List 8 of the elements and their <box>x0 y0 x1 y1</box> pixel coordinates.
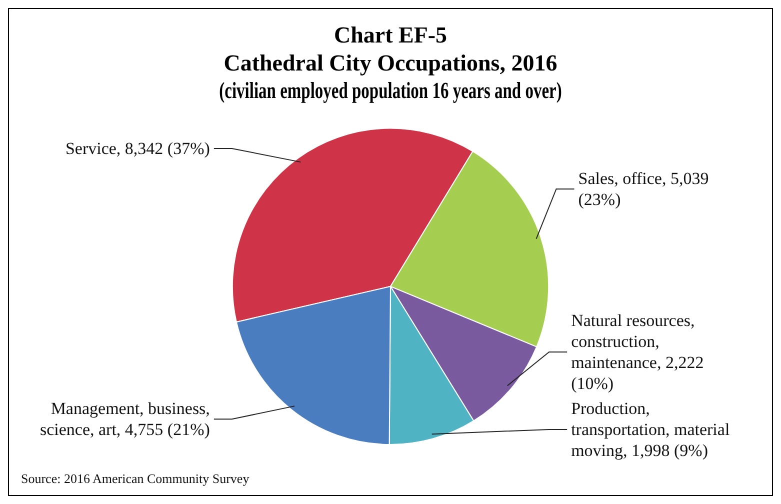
slice-label: Sales, office, 5,039 (23%) <box>578 168 710 210</box>
slice-label: Natural resources, construction, maintenance, 2,222 (10%) <box>571 310 705 394</box>
source-note: Source: 2016 American Community Survey <box>21 471 250 487</box>
slice-label: Production, transportation, material moving, 1,998 (9%) <box>571 398 731 461</box>
slice-label: Management, business, science, art, 4,755 (21%) <box>38 398 210 440</box>
chart-title: Chart EF-5 Cathedral City Occupations, 2016 <box>224 22 558 76</box>
chart-subtitle: (civilian employed population 16 years and over) <box>219 78 562 104</box>
slice-label: Service, 8,342 (37%) <box>64 138 210 159</box>
